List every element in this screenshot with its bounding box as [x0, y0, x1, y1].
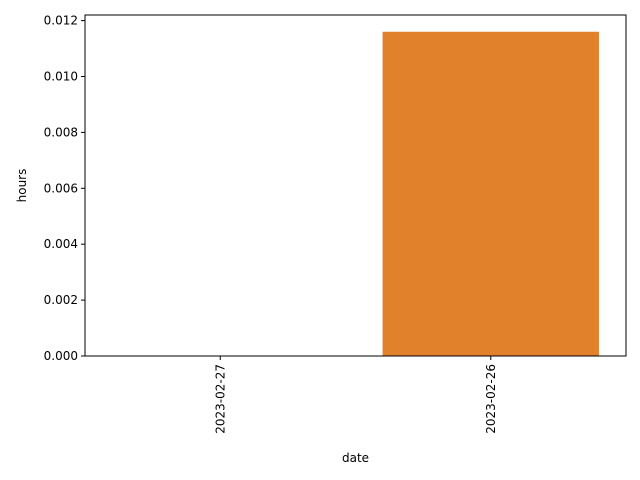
- y-tick-label: 0.002: [44, 293, 78, 307]
- y-tick-label: 0.006: [44, 181, 78, 195]
- y-tick-label: 0.004: [44, 237, 78, 251]
- x-tick-label: 2023-02-27: [213, 364, 227, 434]
- x-tick-label: 2023-02-26: [484, 364, 498, 434]
- y-tick-label: 0.012: [44, 14, 78, 28]
- bar-2023-02-26: [382, 31, 599, 356]
- plot-frame: [84, 14, 627, 357]
- y-tick-label: 0.010: [44, 69, 78, 83]
- y-tick-label: 0.008: [44, 125, 78, 139]
- x-axis-ticks: 2023-02-27 2023-02-26: [213, 356, 498, 434]
- y-axis-ticks: 0.000 0.002 0.004 0.006 0.008 0.010 0.012: [44, 14, 85, 363]
- bars-layer: [382, 31, 599, 356]
- y-axis-label: hours: [15, 169, 29, 203]
- y-tick-label: 0.000: [44, 349, 78, 363]
- x-axis-label: date: [342, 451, 369, 465]
